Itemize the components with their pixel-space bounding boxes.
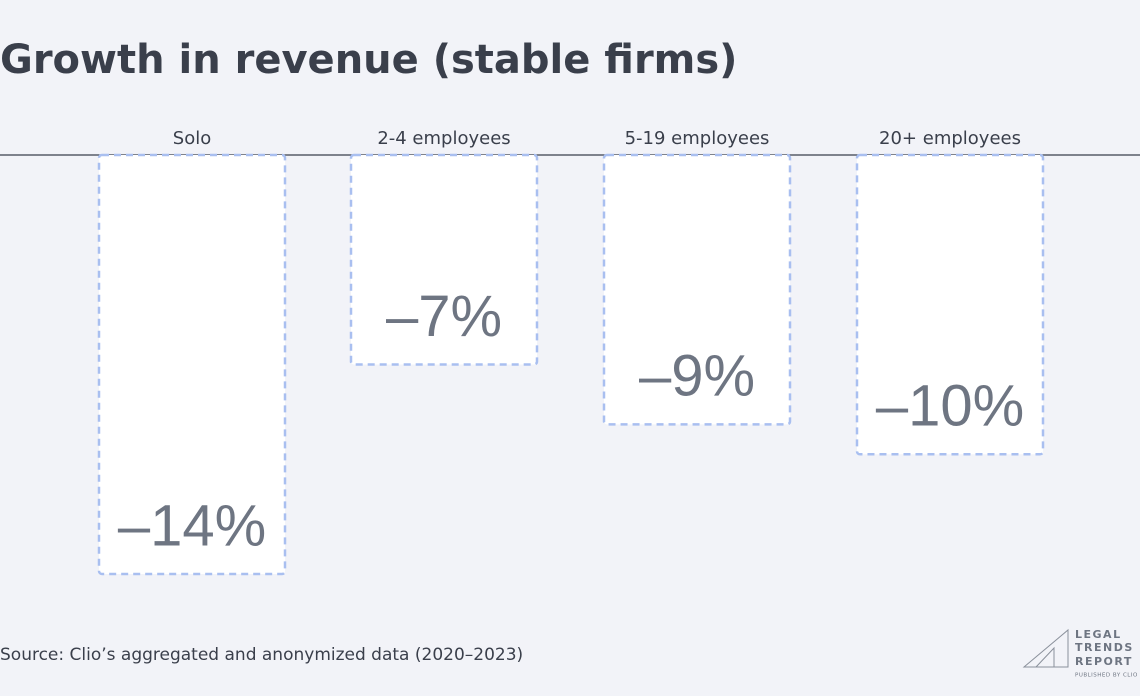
source-note: Source: Clio’s aggregated and anonymized… — [0, 645, 523, 665]
value-label: –14% — [118, 493, 266, 558]
x-tick-label: Solo — [173, 128, 211, 149]
chart-title: Growth in revenue (stable firms) — [0, 37, 737, 83]
logo-tagline: PUBLISHED BY CLIO — [1075, 673, 1138, 679]
logo-text: REPORT — [1075, 655, 1133, 668]
logo-mark — [1022, 628, 1069, 668]
bar — [97, 153, 287, 576]
logo-text: LEGAL — [1075, 628, 1122, 641]
x-tick-label: 20+ employees — [879, 128, 1021, 149]
bar — [855, 153, 1045, 456]
logo: LEGAL TRENDS REPORT PUBLISHED BY CLIO — [1022, 628, 1138, 679]
value-label: –10% — [876, 374, 1024, 439]
bar — [602, 153, 792, 426]
value-label: –9% — [639, 344, 755, 409]
bar — [349, 153, 539, 366]
value-label: –7% — [386, 284, 502, 349]
x-tick-label: 5-19 employees — [625, 128, 770, 149]
x-tick-label: 2-4 employees — [377, 128, 510, 149]
logo-text: TRENDS — [1075, 641, 1134, 654]
